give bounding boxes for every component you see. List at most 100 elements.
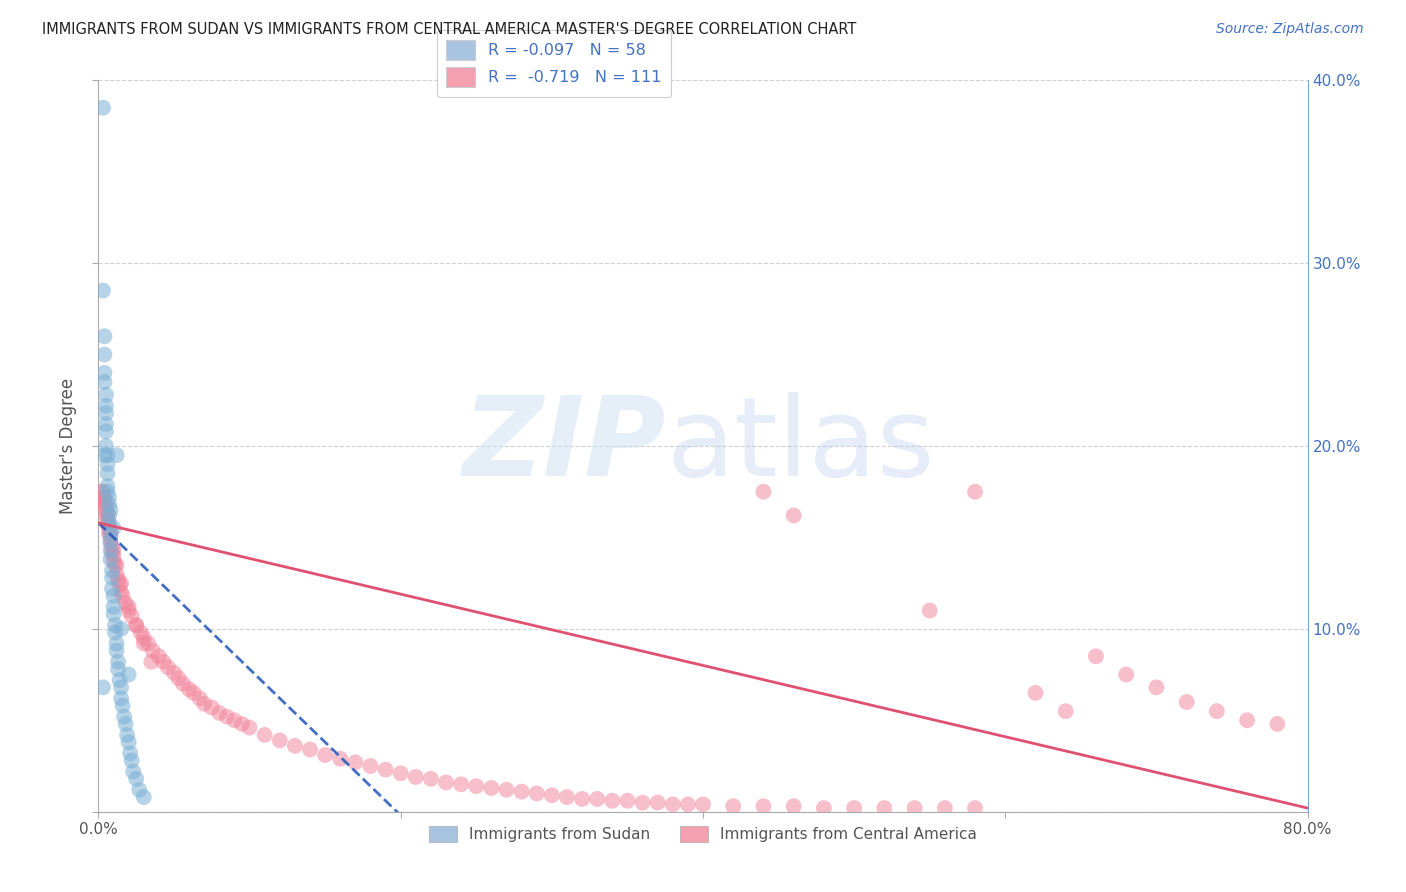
Point xyxy=(188,691,211,706)
Point xyxy=(465,779,488,793)
Point xyxy=(103,599,125,614)
Point xyxy=(360,759,382,773)
Point xyxy=(96,507,118,521)
Point xyxy=(101,571,124,585)
Point xyxy=(132,790,155,805)
Point xyxy=(128,782,150,797)
Point xyxy=(100,536,122,550)
Point xyxy=(91,681,114,695)
Point xyxy=(132,636,155,650)
Point xyxy=(107,573,129,587)
Point xyxy=(148,649,170,664)
Point xyxy=(96,479,118,493)
Point xyxy=(98,521,121,535)
Point xyxy=(93,494,115,508)
Point xyxy=(118,603,141,617)
Point xyxy=(152,655,174,669)
Point xyxy=(101,563,124,577)
Point xyxy=(98,516,121,530)
Point xyxy=(98,508,121,523)
Point xyxy=(179,682,201,697)
Point xyxy=(965,484,987,499)
Point xyxy=(132,631,155,645)
Point xyxy=(555,790,578,805)
Point xyxy=(118,667,141,681)
Point xyxy=(752,484,775,499)
Point xyxy=(110,576,132,591)
Point xyxy=(571,792,593,806)
Point xyxy=(586,792,609,806)
Point xyxy=(96,512,118,526)
Point xyxy=(121,754,143,768)
Point xyxy=(118,735,141,749)
Point xyxy=(299,742,322,756)
Point xyxy=(314,747,336,762)
Point xyxy=(269,733,291,747)
Point xyxy=(495,782,517,797)
Point xyxy=(107,662,129,676)
Point xyxy=(100,530,122,544)
Point xyxy=(96,457,118,471)
Y-axis label: Master's Degree: Master's Degree xyxy=(59,378,77,514)
Point xyxy=(93,329,115,343)
Point xyxy=(100,543,122,558)
Point xyxy=(813,801,835,815)
Point xyxy=(104,618,127,632)
Point xyxy=(183,686,205,700)
Point xyxy=(120,746,142,760)
Point xyxy=(201,700,224,714)
Point xyxy=(934,801,956,815)
Point xyxy=(136,636,159,650)
Point xyxy=(114,717,136,731)
Point xyxy=(100,534,122,549)
Point xyxy=(96,484,118,499)
Point xyxy=(224,714,246,728)
Point xyxy=(105,636,128,650)
Point xyxy=(1115,667,1137,681)
Point xyxy=(94,508,117,523)
Point xyxy=(93,375,115,389)
Point xyxy=(94,425,117,439)
Point xyxy=(723,799,745,814)
Point xyxy=(481,780,503,795)
Point xyxy=(110,622,132,636)
Point xyxy=(193,697,215,711)
Point xyxy=(125,618,148,632)
Point xyxy=(329,752,352,766)
Point xyxy=(94,439,117,453)
Point xyxy=(98,498,121,512)
Text: Source: ZipAtlas.com: Source: ZipAtlas.com xyxy=(1216,22,1364,37)
Point xyxy=(111,698,134,713)
Point xyxy=(98,516,121,530)
Point xyxy=(112,709,135,723)
Point xyxy=(141,655,163,669)
Point xyxy=(110,691,132,706)
Point xyxy=(284,739,307,753)
Point xyxy=(752,799,775,814)
Point xyxy=(103,549,125,563)
Point xyxy=(231,717,253,731)
Point xyxy=(208,706,231,720)
Point xyxy=(93,448,115,462)
Point xyxy=(125,618,148,632)
Point xyxy=(108,578,131,592)
Point xyxy=(103,554,125,568)
Point xyxy=(239,721,262,735)
Point xyxy=(253,728,276,742)
Point xyxy=(647,796,669,810)
Point xyxy=(172,676,194,690)
Text: IMMIGRANTS FROM SUDAN VS IMMIGRANTS FROM CENTRAL AMERICA MASTER'S DEGREE CORRELA: IMMIGRANTS FROM SUDAN VS IMMIGRANTS FROM… xyxy=(42,22,856,37)
Point xyxy=(110,585,132,599)
Point xyxy=(93,490,115,504)
Point xyxy=(1175,695,1198,709)
Point xyxy=(105,644,128,658)
Point xyxy=(450,777,472,791)
Point xyxy=(420,772,443,786)
Point xyxy=(1085,649,1108,664)
Point xyxy=(904,801,927,815)
Point xyxy=(110,681,132,695)
Point xyxy=(783,799,806,814)
Point xyxy=(96,448,118,462)
Point xyxy=(114,596,136,610)
Point xyxy=(692,797,714,812)
